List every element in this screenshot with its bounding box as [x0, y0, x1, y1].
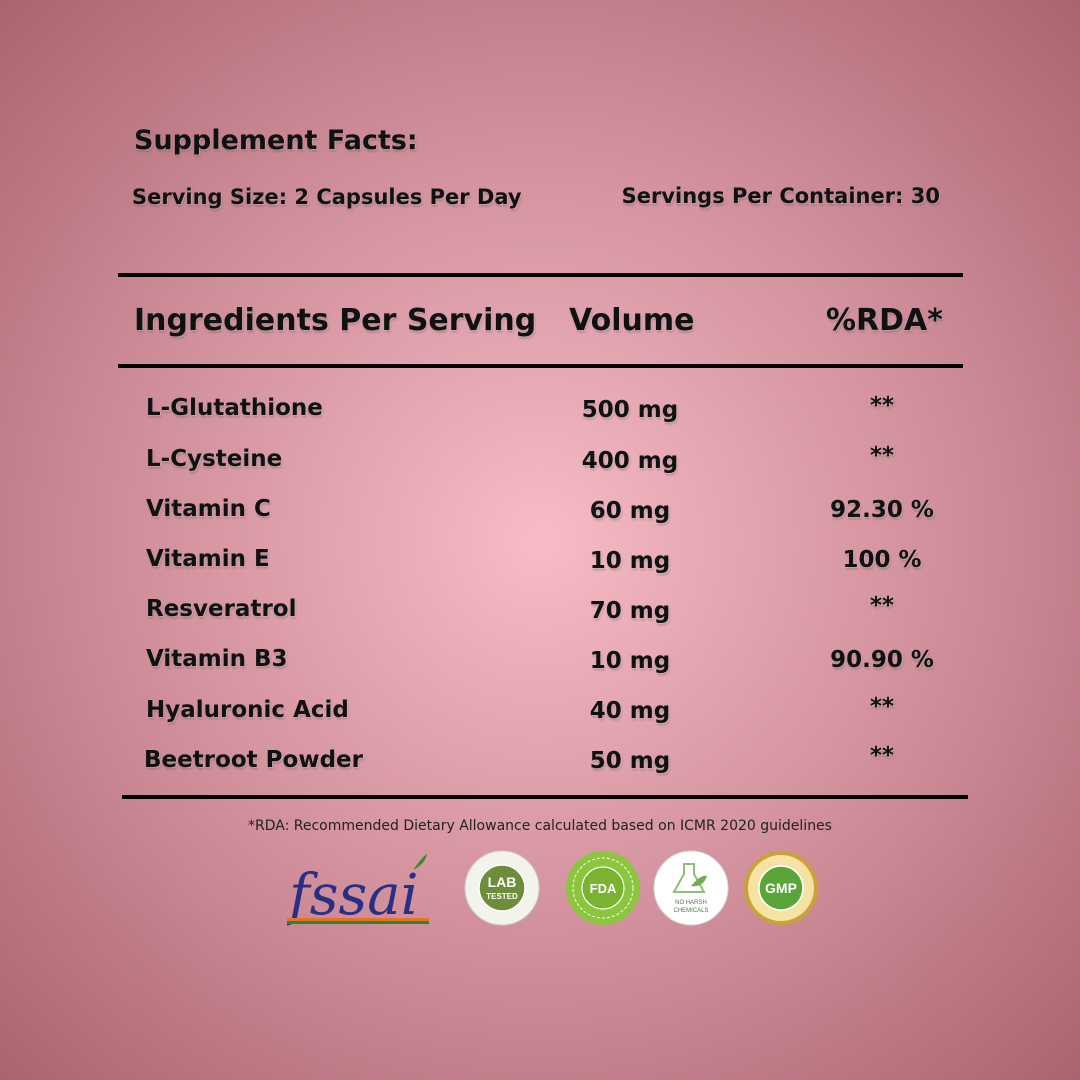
row-name: Vitamin C	[146, 496, 271, 522]
page-title: Supplement Facts:	[134, 125, 418, 156]
row-name: L-Cysteine	[146, 446, 283, 472]
row-name: Beetroot Powder	[144, 747, 363, 773]
row-volume: 50 mg	[589, 748, 671, 774]
table-header-rule	[118, 364, 963, 368]
fssai-logo-text: fssai	[287, 863, 419, 928]
row-volume: 10 mg	[589, 648, 671, 674]
svg-text:FDA: FDA	[590, 881, 617, 896]
serving-size: Serving Size: 2 Capsules Per Day	[132, 185, 522, 209]
row-name: Resveratrol	[146, 596, 297, 622]
row-rda: 100 %	[842, 547, 922, 573]
table-top-rule	[118, 273, 963, 277]
gmp-certified-badge: GMP	[744, 851, 818, 925]
row-rda: **	[869, 593, 895, 619]
svg-text:CHEMICALS: CHEMICALS	[673, 908, 708, 914]
servings-per-container: Servings Per Container: 30	[621, 184, 940, 208]
lab-tested-badge: LAB TESTED	[464, 850, 540, 926]
no-harsh-chemicals-badge: NO HARSH CHEMICALS	[653, 850, 729, 926]
flask-icon	[672, 863, 706, 893]
row-rda: **	[869, 393, 895, 419]
fda-approved-badge: FDA	[566, 851, 640, 925]
row-volume: 70 mg	[589, 598, 671, 624]
svg-text:LAB: LAB	[488, 874, 517, 890]
svg-text:NO HARSH: NO HARSH	[675, 900, 707, 906]
row-rda: **	[869, 694, 895, 720]
row-volume: 500 mg	[581, 397, 679, 423]
row-rda: **	[869, 443, 895, 469]
row-rda: 90.90 %	[830, 647, 934, 673]
row-name: L-Glutathione	[146, 395, 323, 421]
row-volume: 40 mg	[589, 698, 671, 724]
row-rda: 92.30 %	[830, 497, 934, 523]
fssai-logo: fssai	[287, 854, 429, 928]
svg-text:GMP: GMP	[765, 880, 797, 896]
svg-text:TESTED: TESTED	[486, 892, 518, 901]
row-rda: **	[869, 743, 895, 769]
row-volume: 60 mg	[589, 498, 671, 524]
row-name: Vitamin B3	[146, 646, 288, 672]
row-name: Vitamin E	[146, 546, 270, 572]
header-ingredients: Ingredients Per Serving	[134, 303, 537, 338]
row-volume: 10 mg	[589, 548, 671, 574]
header-rda: %RDA*	[826, 303, 943, 338]
rda-footnote: *RDA: Recommended Dietary Allowance calc…	[248, 818, 832, 834]
table-bottom-rule	[122, 795, 968, 799]
row-name: Hyaluronic Acid	[146, 697, 349, 723]
leaf-icon	[691, 875, 707, 887]
header-volume: Volume	[569, 303, 695, 338]
row-volume: 400 mg	[581, 448, 679, 474]
